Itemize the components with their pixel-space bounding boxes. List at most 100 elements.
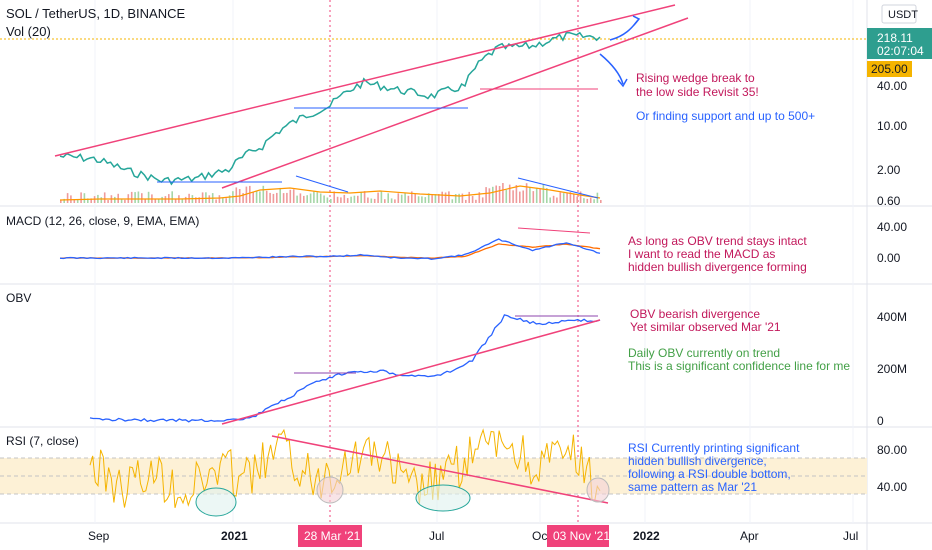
macd-divergence-line bbox=[517, 227, 591, 234]
volume-bar bbox=[508, 184, 511, 203]
symbol-title: SOL / TetherUS, 1D, BINANCE bbox=[6, 6, 186, 21]
volume-bar bbox=[485, 187, 487, 203]
obv-tick-400m: 400M bbox=[877, 310, 907, 324]
rsi-trendline bbox=[271, 435, 609, 504]
x-tick-oct: Oc bbox=[532, 529, 547, 543]
obv-tick-200m: 200M bbox=[877, 362, 907, 376]
rsi-tick-80: 80.00 bbox=[877, 443, 907, 457]
volume-bar bbox=[556, 197, 558, 203]
volume-bar bbox=[448, 191, 450, 203]
volume-bar bbox=[296, 195, 298, 203]
x-tick-sep: Sep bbox=[88, 529, 110, 543]
volume-bar bbox=[441, 191, 443, 203]
volume-bar bbox=[215, 199, 217, 203]
volume-bar bbox=[390, 198, 393, 203]
volume-bar bbox=[114, 196, 116, 203]
volume-bar bbox=[502, 183, 504, 203]
current-price-tag: 218.11 02:07:04 bbox=[867, 28, 932, 59]
volume-bar bbox=[431, 195, 433, 203]
volume-bar bbox=[272, 193, 275, 203]
volume-bar bbox=[350, 196, 352, 203]
support-note: Or finding support and up to 500+ bbox=[636, 109, 815, 123]
volume-bar bbox=[519, 191, 521, 203]
volume-bar bbox=[373, 198, 376, 203]
volume-bar bbox=[475, 199, 477, 203]
obv-note-line2: Yet similar observed Mar '21 bbox=[630, 320, 781, 334]
volume-bar bbox=[562, 193, 565, 203]
volume-bar bbox=[134, 192, 136, 203]
volume-bar bbox=[309, 193, 312, 203]
volume-bar bbox=[87, 198, 89, 203]
volume-bar bbox=[589, 197, 592, 203]
volume-bar bbox=[542, 184, 545, 203]
volume-bar bbox=[539, 189, 541, 203]
obv-note-line3: Daily OBV currently on trend bbox=[628, 346, 780, 360]
volume-bar bbox=[357, 195, 359, 203]
macd-note-line3: hidden bullish divergence forming bbox=[628, 260, 807, 274]
volume-bar bbox=[569, 192, 572, 203]
volume-bar bbox=[458, 193, 460, 203]
volume-bar bbox=[576, 196, 578, 203]
volume-bar bbox=[481, 197, 484, 203]
rsi-level-lines bbox=[0, 457, 867, 495]
volume-bar bbox=[299, 193, 302, 203]
rsi-note-line4: same pattern as Mar '21 bbox=[628, 480, 757, 494]
volume-bar bbox=[181, 199, 184, 203]
volume-bar bbox=[255, 190, 258, 203]
volume-bar bbox=[171, 191, 173, 203]
volume-bar bbox=[465, 199, 467, 203]
wedge-arrows bbox=[599, 15, 641, 88]
volume-bar bbox=[66, 193, 69, 203]
volume-bar bbox=[411, 191, 413, 203]
volume-bar bbox=[593, 199, 595, 203]
macd-line bbox=[59, 238, 601, 260]
volume-bar bbox=[370, 198, 373, 203]
price-tick-060: 0.60 bbox=[877, 194, 901, 208]
wedge-note-line2: the low side Revisit 35! bbox=[636, 85, 759, 99]
volume-bar bbox=[495, 185, 497, 203]
obv-note-line4: This is a significant confidence line fo… bbox=[628, 359, 850, 373]
volume-bar bbox=[154, 198, 157, 203]
volume-bar bbox=[242, 193, 244, 203]
rsi-highlight-ellipses bbox=[195, 476, 610, 517]
volume-bar bbox=[63, 198, 65, 203]
volume-bar bbox=[552, 195, 555, 203]
date-tag-mar: 28 Mar '21 bbox=[298, 525, 362, 547]
volume-bar bbox=[515, 185, 518, 203]
volume-bar bbox=[316, 192, 319, 203]
volume-bar bbox=[336, 196, 339, 203]
volume-bar bbox=[512, 190, 514, 203]
volume-bar bbox=[262, 185, 265, 203]
volume-bar bbox=[600, 200, 602, 203]
volume-bar bbox=[141, 193, 143, 203]
x-tick-jul2: Jul bbox=[843, 529, 858, 543]
volume-bar bbox=[144, 199, 146, 203]
volume-bar bbox=[208, 195, 211, 203]
x-tick-2021: 2021 bbox=[221, 529, 248, 543]
volume-bar bbox=[525, 183, 528, 203]
volume-bar bbox=[488, 188, 491, 203]
level-price-tag: 205.00 bbox=[867, 61, 912, 77]
volume-bar bbox=[80, 192, 82, 203]
volume-bar bbox=[245, 186, 248, 203]
volume-bar bbox=[468, 191, 470, 203]
volume-bar bbox=[478, 192, 481, 203]
x-tick-2022: 2022 bbox=[633, 529, 660, 543]
volume-bar bbox=[559, 192, 562, 203]
volume-bar bbox=[201, 192, 204, 203]
volume-bar bbox=[292, 189, 295, 203]
currency-button[interactable]: USDT bbox=[881, 4, 918, 24]
volume-bar bbox=[276, 192, 278, 203]
price-tick-10: 10.00 bbox=[877, 119, 907, 133]
current-price-value: 218.11 bbox=[877, 31, 913, 45]
volume-bar bbox=[103, 192, 106, 203]
volume-bar bbox=[444, 192, 447, 203]
volume-bar bbox=[340, 197, 342, 203]
date-tag-mar-text: 28 Mar '21 bbox=[304, 529, 361, 543]
volume-bar bbox=[394, 199, 396, 203]
date-tag-nov-text: 03 Nov '21 bbox=[553, 529, 610, 543]
volume-bar bbox=[566, 192, 568, 203]
volume-bar bbox=[76, 199, 79, 203]
volume-bar bbox=[522, 190, 524, 203]
volume-bar bbox=[579, 191, 582, 203]
